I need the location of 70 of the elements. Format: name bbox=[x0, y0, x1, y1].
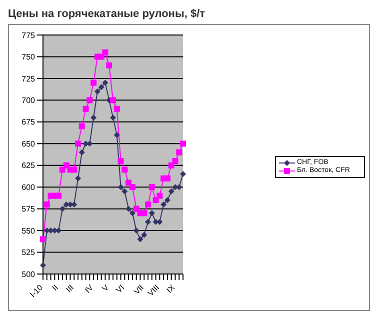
y-tick-label: 600 bbox=[22, 182, 36, 192]
point bbox=[44, 201, 50, 208]
point bbox=[78, 149, 85, 156]
point bbox=[110, 114, 116, 121]
point bbox=[141, 210, 148, 216]
point bbox=[114, 106, 120, 112]
x-tick-label: VI bbox=[114, 283, 126, 295]
point bbox=[110, 97, 116, 104]
x-tick-label: V bbox=[100, 282, 111, 294]
point bbox=[106, 62, 112, 68]
y-tick-label: 525 bbox=[22, 248, 36, 258]
point bbox=[118, 158, 124, 164]
point bbox=[78, 123, 85, 130]
point bbox=[114, 132, 120, 138]
point bbox=[56, 192, 62, 199]
point bbox=[75, 175, 81, 182]
point bbox=[129, 184, 136, 190]
x-tick-label: VII bbox=[132, 283, 146, 296]
x-tick-label: VIII bbox=[146, 283, 162, 298]
point bbox=[180, 171, 186, 178]
point bbox=[176, 149, 182, 156]
point bbox=[126, 206, 132, 212]
point bbox=[40, 236, 46, 242]
y-tick-label: 725 bbox=[22, 74, 36, 84]
x-tick-label: IV bbox=[83, 282, 96, 295]
point bbox=[98, 84, 104, 90]
x-tick-label: III bbox=[64, 283, 76, 294]
y-tick-label: 650 bbox=[22, 139, 36, 148]
point bbox=[141, 232, 148, 238]
point bbox=[102, 80, 108, 86]
point bbox=[94, 88, 100, 94]
chart-title: Цены на горячекатаные рулоны, $/т bbox=[8, 8, 206, 22]
point bbox=[145, 201, 151, 208]
point bbox=[118, 184, 124, 190]
x-tick-label: I-10 bbox=[28, 282, 45, 300]
point bbox=[145, 218, 151, 225]
point bbox=[156, 192, 163, 199]
point bbox=[133, 228, 140, 234]
point bbox=[122, 166, 128, 173]
point bbox=[172, 158, 178, 164]
point bbox=[122, 188, 128, 194]
point bbox=[160, 201, 167, 208]
point bbox=[129, 210, 136, 216]
point bbox=[71, 166, 78, 173]
point bbox=[168, 188, 174, 194]
x-tick-label: IX bbox=[164, 282, 178, 295]
y-tick-label: 700 bbox=[22, 96, 36, 106]
x-tick-label: II bbox=[50, 283, 60, 293]
point bbox=[90, 80, 97, 86]
y-tick-label: 575 bbox=[22, 204, 36, 214]
point bbox=[164, 175, 170, 182]
point bbox=[82, 106, 89, 112]
point bbox=[180, 140, 186, 147]
point bbox=[75, 140, 81, 147]
point bbox=[59, 206, 66, 212]
point bbox=[164, 197, 170, 204]
y-tick-label: 750 bbox=[22, 52, 36, 62]
point bbox=[148, 184, 155, 190]
point bbox=[90, 114, 97, 121]
y-tick-label: 775 bbox=[22, 30, 36, 40]
y-tick-label: 625 bbox=[22, 161, 36, 170]
y-tick-label: 500 bbox=[22, 270, 36, 279]
y-tick-label: 675 bbox=[22, 118, 36, 127]
point bbox=[137, 236, 144, 242]
point bbox=[148, 210, 155, 216]
point bbox=[40, 262, 46, 268]
point bbox=[86, 97, 93, 104]
y-tick-label: 550 bbox=[22, 226, 36, 236]
point bbox=[126, 180, 132, 186]
point bbox=[102, 49, 108, 56]
